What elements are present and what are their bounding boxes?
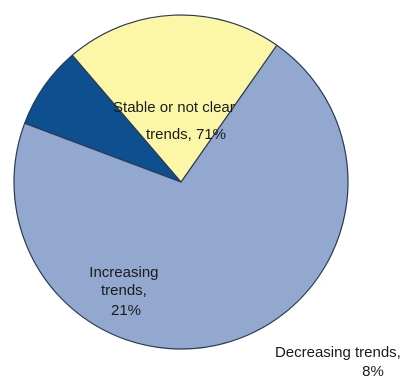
- slice-stable: [13, 44, 349, 350]
- label-stable: Stable or not clear trends, 71%: [113, 99, 239, 143]
- label-increasing-line-3: 21%: [111, 302, 141, 319]
- label-increasing-line-2: trends,: [101, 282, 147, 299]
- label-decreasing-line-2: 8%: [362, 363, 384, 380]
- pie-slices: [13, 14, 349, 350]
- label-increasing: Increasing trends, 21%: [89, 264, 162, 319]
- label-stable-line-1: Stable or not clear: [113, 99, 235, 116]
- label-increasing-line-1: Increasing: [89, 264, 158, 281]
- slice-increasing: [71, 14, 278, 183]
- label-decreasing: Decreasing trends, 8%: [275, 344, 405, 380]
- label-stable-line-2: trends, 71%: [146, 126, 226, 143]
- label-decreasing-line-1: Decreasing trends,: [275, 344, 401, 361]
